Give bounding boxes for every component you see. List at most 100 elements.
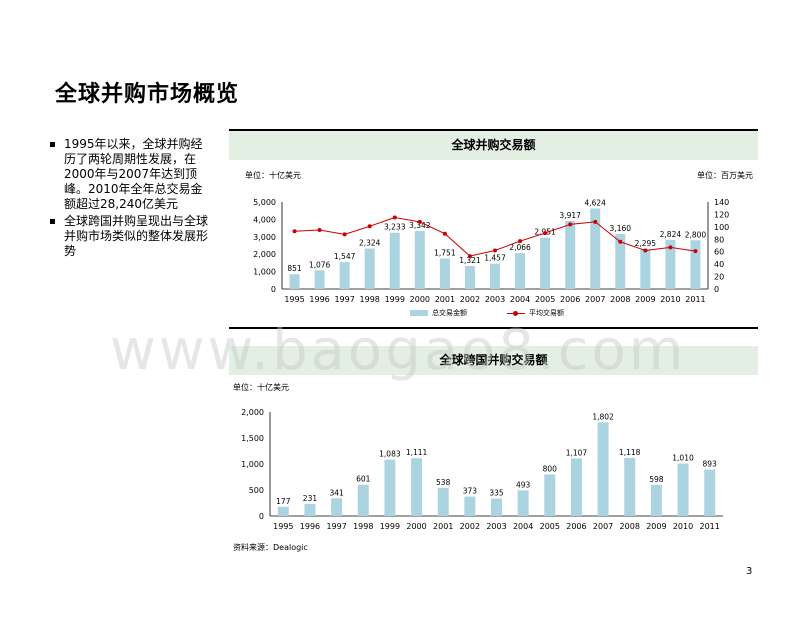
chart1-bar	[590, 208, 601, 289]
chart2-data-label: 493	[516, 480, 531, 489]
bullet-text: 1995年以来，全球并购经历了两轮周期性发展，在2000年与2007年达到顶峰。…	[64, 137, 203, 211]
chart1-bar	[389, 232, 400, 289]
chart2-bar	[650, 484, 662, 516]
chart2-x-tick: 2009	[646, 522, 666, 531]
chart2-data-label: 598	[649, 475, 664, 484]
chart1-x-tick: 2002	[460, 295, 480, 304]
chart1-data-label: 3,917	[559, 211, 581, 220]
chart1-y-tick-right: 140	[714, 198, 729, 207]
chart1-x-tick: 2001	[435, 295, 455, 304]
chart1-avg-point	[518, 239, 523, 244]
chart1-x-tick: 1999	[385, 295, 405, 304]
chart1-bar	[339, 262, 350, 289]
chart2-bar	[491, 498, 502, 516]
chart2-bar	[704, 469, 716, 516]
chart1-y-tick-right: 40	[714, 260, 724, 269]
chart2-bar	[331, 498, 343, 516]
chart1-data-label: 2,295	[635, 239, 657, 248]
chart1-y-tick-right: 100	[714, 223, 729, 232]
chart1-x-tick: 2000	[410, 295, 430, 304]
chart2-x-tick: 2005	[540, 522, 560, 531]
chart2-x-tick: 2000	[406, 522, 426, 531]
page-number: 3	[746, 566, 753, 577]
chart2-data-label: 893	[703, 460, 718, 469]
chart1-x-tick: 2005	[535, 295, 555, 304]
chart1-data-label: 1,076	[309, 260, 331, 269]
chart2-bar	[384, 459, 396, 516]
bullet-item: 全球跨国并购呈现出与全球并购市场类似的整体发展形势	[50, 214, 210, 259]
chart1-avg-point	[342, 232, 347, 237]
chart1-bar	[464, 266, 475, 289]
chart2-bar	[677, 463, 689, 516]
chart2-x-tick: 2011	[699, 522, 719, 531]
chart2-y-tick: 1,500	[241, 434, 264, 443]
chart2-bar	[304, 503, 316, 516]
chart2-data-label: 1,118	[619, 448, 641, 457]
chart2-bar	[597, 422, 609, 516]
chart2-y-tick: 2,000	[241, 408, 264, 417]
chart1-avg-point	[292, 229, 297, 234]
bullet-list: 1995年以来，全球并购经历了两轮周期性发展，在2000年与2007年达到顶峰。…	[50, 137, 210, 261]
panel-top-rule	[229, 129, 758, 131]
chart2-x-tick: 1995	[273, 522, 293, 531]
chart2-bar	[437, 488, 449, 516]
legend-item-bar: 总交易金额	[410, 308, 467, 318]
chart1-data-label: 1,547	[334, 252, 356, 261]
chart1-unit-right: 单位：百万美元	[697, 171, 753, 180]
chart1-avg-point	[442, 231, 447, 236]
chart1-x-tick: 2009	[635, 295, 655, 304]
chart1-avg-point	[493, 248, 497, 253]
chart1-data-label: 2,066	[509, 243, 531, 252]
chart1-data-label: 851	[287, 264, 302, 273]
chart2-x-tick: 2010	[673, 522, 693, 531]
chart1-x-tick: 1995	[284, 295, 304, 304]
chart2-x-tick: 2007	[593, 522, 613, 531]
legend-label: 平均交易额	[529, 309, 564, 317]
chart1-bar	[289, 274, 300, 289]
bullet-text: 全球跨国并购呈现出与全球并购市场类似的整体发展形势	[64, 214, 209, 258]
chart1-data-label: 1,321	[459, 256, 481, 265]
chart1-y-tick-right: 80	[714, 235, 724, 244]
chart1-data-label: 2,800	[685, 230, 707, 239]
chart1-data-label: 1,751	[434, 249, 456, 258]
chart2-data-label: 1,010	[672, 453, 694, 462]
chart1-avg-point	[643, 248, 648, 253]
source-note: 资料来源：Dealogic	[233, 543, 308, 552]
chart1-avg-point	[392, 215, 397, 220]
chart1-data-label: 4,624	[584, 199, 606, 208]
chart2-x-tick: 1998	[353, 522, 373, 531]
chart1-bar	[690, 240, 701, 289]
chart2-x-tick: 1997	[326, 522, 346, 531]
chart1-y-tick-right: 60	[714, 248, 724, 257]
chart1-x-tick: 2006	[560, 295, 580, 304]
chart1-avg-point	[543, 231, 548, 236]
chart1-data-label: 3,160	[610, 224, 632, 233]
chart2-data-label: 231	[303, 494, 318, 503]
chart1-x-tick: 2008	[610, 295, 630, 304]
chart2-data-label: 1,802	[592, 412, 614, 421]
chart1-x-tick: 2007	[585, 295, 605, 304]
chart2-x-tick: 1996	[300, 522, 320, 531]
chart1-bar	[364, 248, 375, 289]
chart1-x-tick: 2010	[660, 295, 680, 304]
chart1-x-tick: 2011	[685, 295, 705, 304]
chart1-x-tick: 1998	[360, 295, 380, 304]
chart1-avg-point	[618, 239, 623, 244]
chart2-y-tick: 500	[249, 486, 264, 495]
chart2-x-tick: 2002	[460, 522, 480, 531]
chart1-legend: 总交易金额 平均交易额	[410, 308, 564, 318]
chart1-data-label: 3,233	[384, 223, 406, 232]
chart1-y-tick-left: 4,000	[253, 215, 276, 224]
chart2-bar	[544, 474, 556, 516]
chart1-avg-point	[467, 254, 472, 259]
chart1-header: 全球并购交易额	[229, 131, 758, 160]
chart2-bar	[277, 506, 289, 516]
chart2-data-label: 373	[463, 487, 478, 496]
bullet-item: 1995年以来，全球并购经历了两轮周期性发展，在2000年与2007年达到顶峰。…	[50, 137, 210, 212]
square-bullet-icon	[50, 219, 55, 224]
chart1-x-tick: 2004	[510, 295, 530, 304]
chart1-data-label: 2,824	[660, 230, 682, 239]
panel-divider-rule	[229, 327, 758, 329]
chart1-y-tick-right: 0	[714, 285, 719, 294]
chart2-unit-left: 单位：十亿美元	[233, 383, 289, 392]
